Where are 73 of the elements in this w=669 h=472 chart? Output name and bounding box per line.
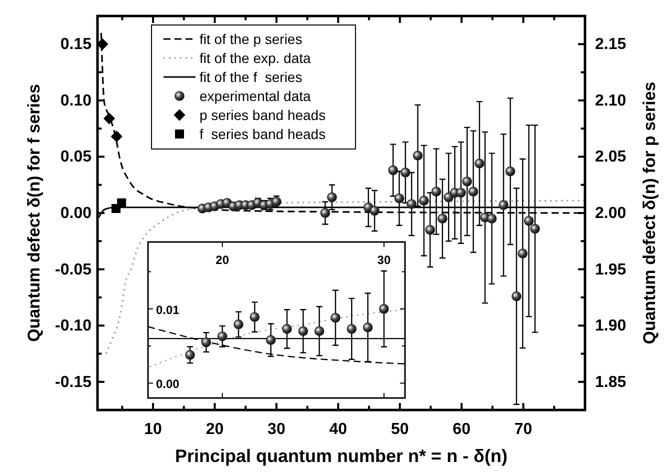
point [524,216,534,226]
point [505,166,516,176]
x-tick-label: 70 [514,421,532,438]
y2-tick-label: 1.95 [595,261,626,278]
x-tick-label: 30 [377,253,391,267]
point [388,165,398,176]
point [117,198,126,208]
x-axis-title: Principal quantum number n* = n - δ(n) [175,446,508,466]
y-tick-label: 0.01 [156,302,180,317]
point [282,324,292,334]
point [419,196,429,206]
point [185,350,195,360]
point [314,326,324,336]
point [518,248,528,258]
x-tick-label: 60 [452,421,471,438]
y-axis-title: Quantum defect δ(n) for f series [24,84,44,342]
x-tick-label: 40 [329,421,348,438]
point [298,326,308,336]
point [103,112,116,124]
y2-axis-title: Quantum defect δ(n) for p series [640,82,659,344]
legend-label: fit of the p series [200,31,302,47]
point [346,324,357,334]
point [431,186,442,197]
y-tick-label: 0.05 [60,148,92,166]
point [425,224,436,235]
y-tick-label: 0.15 [60,36,92,54]
point [330,312,340,323]
point [406,199,416,209]
y-tick-label: 0.00 [156,377,180,392]
y-tick-label: 0.10 [60,92,92,110]
y-tick-label: -0.10 [55,318,92,335]
point [400,168,410,178]
point [498,200,508,210]
x-tick-label: 20 [206,421,224,438]
x-tick-label: 50 [390,421,409,438]
point [327,192,337,202]
point [250,312,260,322]
point [379,304,389,314]
x-tick-label: 30 [268,421,286,438]
point [266,335,276,345]
point [456,188,466,198]
y2-tick-label: 2.10 [595,92,626,110]
point [234,320,244,330]
point [217,331,228,342]
legend-label: fit of the exp. data [200,50,312,66]
legend-label: p series band heads [200,107,326,123]
point [201,337,212,348]
point [486,214,497,224]
y-tick-label: -0.05 [55,261,92,278]
point [468,186,478,197]
point [394,193,404,204]
point [530,224,540,234]
y-tick-label: 0.00 [60,205,92,222]
point [362,322,373,332]
point [110,130,122,142]
legend-label: experimental data [200,88,312,104]
y-tick-label: -0.15 [55,374,92,391]
legend-label: f series band heads [200,126,326,142]
legend-label: fit of the f series [200,69,302,85]
x-tick-label: 10 [144,421,162,438]
point [512,291,522,302]
y2-tick-label: 1.85 [595,374,626,391]
point [462,176,472,186]
y2-tick-label: 2.15 [595,36,626,54]
y2-tick-label: 1.90 [595,318,626,335]
point [474,158,484,168]
y2-tick-label: 2.05 [595,148,626,166]
point [438,214,448,224]
point [320,208,330,218]
point [412,150,423,160]
y2-tick-label: 2.00 [595,205,626,222]
point [370,206,380,216]
x-tick-label: 20 [216,253,230,267]
